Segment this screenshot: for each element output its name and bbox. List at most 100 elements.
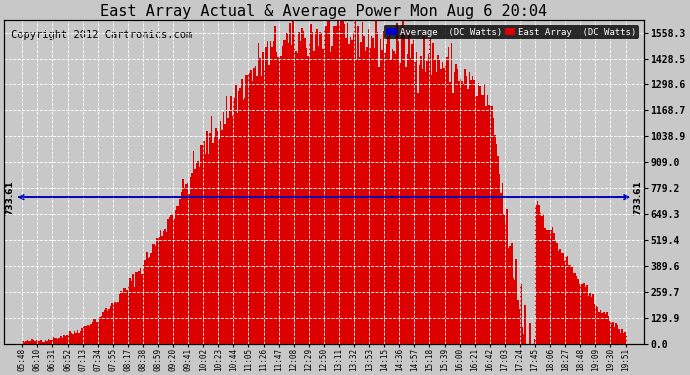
Bar [546, 231, 547, 344]
Bar [302, 28, 303, 344]
Bar [335, 26, 336, 344]
Bar [402, 20, 404, 344]
Bar [594, 304, 595, 344]
Bar [426, 61, 428, 344]
Text: 733.61: 733.61 [6, 180, 14, 214]
Bar [473, 80, 475, 344]
Bar [63, 335, 65, 344]
Bar [139, 272, 140, 344]
Bar [150, 253, 152, 344]
Bar [246, 75, 247, 344]
Bar [327, 19, 328, 344]
Bar [125, 288, 126, 344]
Bar [161, 236, 163, 344]
Bar [170, 215, 172, 344]
Bar [304, 38, 306, 344]
Bar [289, 23, 290, 344]
Bar [36, 340, 37, 344]
Bar [126, 290, 128, 344]
Bar [569, 265, 570, 344]
Bar [444, 63, 446, 344]
Bar [564, 261, 565, 344]
Bar [622, 333, 624, 344]
Bar [437, 54, 439, 344]
Bar [312, 32, 313, 344]
Bar [369, 48, 371, 344]
Bar [535, 206, 537, 344]
Bar [615, 322, 617, 344]
Bar [404, 34, 406, 344]
Bar [31, 339, 33, 344]
Bar [380, 39, 382, 344]
Bar [221, 130, 223, 344]
Bar [578, 279, 579, 344]
Bar [313, 51, 315, 344]
Bar [232, 116, 233, 344]
Bar [621, 329, 622, 344]
Bar [233, 98, 235, 344]
Bar [443, 68, 444, 344]
Bar [513, 278, 514, 344]
Bar [415, 62, 416, 344]
Bar [489, 105, 490, 344]
Bar [566, 256, 569, 344]
Bar [458, 81, 460, 344]
Bar [508, 248, 509, 344]
Bar [482, 95, 484, 344]
Bar [350, 37, 351, 344]
Bar [206, 130, 208, 344]
Bar [280, 56, 282, 344]
Bar [159, 230, 161, 344]
Bar [93, 319, 95, 344]
Bar [620, 333, 621, 344]
Bar [26, 340, 27, 344]
Bar [550, 230, 552, 344]
Bar [416, 52, 417, 344]
Bar [242, 100, 244, 344]
Bar [204, 141, 205, 344]
Bar [497, 156, 499, 344]
Bar [400, 63, 401, 344]
Bar [579, 284, 580, 344]
Bar [460, 76, 461, 344]
Bar [395, 54, 396, 344]
Bar [141, 274, 143, 344]
Bar [523, 334, 524, 344]
Bar [364, 51, 366, 344]
Bar [419, 65, 420, 344]
Bar [90, 324, 92, 344]
Bar [388, 32, 391, 344]
Bar [582, 284, 583, 344]
Bar [384, 53, 386, 344]
Bar [486, 95, 489, 344]
Bar [72, 334, 74, 344]
Bar [526, 344, 528, 348]
Bar [86, 326, 87, 344]
Bar [46, 340, 48, 344]
Bar [602, 313, 603, 344]
Bar [105, 309, 107, 344]
Bar [368, 29, 369, 344]
Bar [277, 57, 279, 344]
Bar [461, 81, 463, 344]
Bar [420, 56, 422, 344]
Bar [504, 214, 505, 344]
Bar [410, 58, 411, 344]
Bar [381, 50, 383, 344]
Bar [75, 333, 77, 344]
Bar [175, 210, 176, 344]
Bar [413, 40, 415, 344]
Bar [223, 112, 224, 344]
Bar [214, 136, 215, 344]
Bar [215, 128, 217, 344]
Bar [268, 65, 270, 344]
Bar [294, 32, 295, 344]
Bar [505, 224, 506, 344]
Bar [40, 340, 42, 344]
Bar [164, 229, 166, 344]
Bar [429, 38, 431, 344]
Bar [524, 305, 526, 344]
Bar [328, 19, 330, 344]
Bar [265, 47, 266, 344]
Bar [604, 314, 606, 344]
